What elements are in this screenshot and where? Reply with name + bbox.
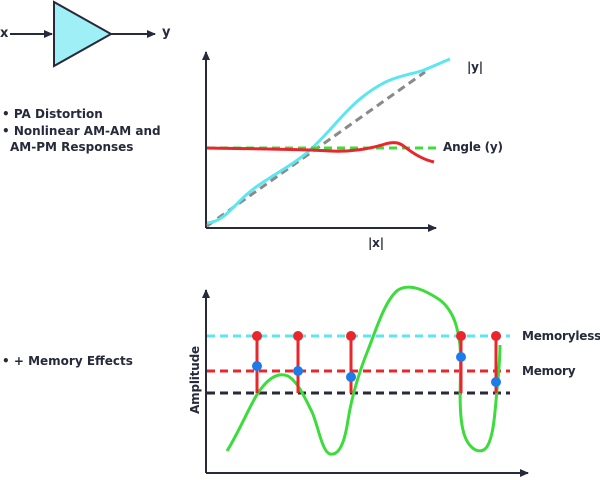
phase-curve	[206, 141, 435, 164]
memoryless-sample-dot	[293, 331, 303, 341]
bullet-item: • PA Distortion	[2, 107, 103, 121]
memory-sample-dot	[293, 366, 303, 376]
amplitude-axis-label: Amplitude	[188, 346, 202, 414]
amplifier-triangle-icon	[53, 0, 114, 68]
memory-sample-dot	[346, 372, 356, 382]
signal-curve	[225, 285, 502, 456]
memory-sample-dot	[252, 361, 262, 371]
memoryless-sample-dot	[491, 331, 501, 341]
x-axis-label: |x|	[368, 236, 384, 250]
memory-label: Memory	[522, 364, 576, 378]
memory-sample-dot	[491, 377, 501, 387]
magnitude-label: |y|	[467, 60, 483, 74]
magnitude-curve	[206, 57, 451, 225]
bullet-continuation: AM-PM Responses	[10, 140, 134, 154]
angle-label: Angle (y)	[443, 140, 503, 154]
bullet-item-memory: • + Memory Effects	[2, 354, 133, 368]
memoryless-sample-dot	[456, 331, 466, 341]
amplifier-input-label: x	[0, 26, 9, 41]
memoryless-label: Memoryless	[522, 329, 600, 343]
bullet-text: PA Distortion	[13, 107, 103, 121]
bottom-plot	[202, 285, 529, 477]
bullet-item: • Nonlinear AM-AM and	[2, 124, 161, 138]
top-plot	[202, 51, 451, 232]
bullet-text: Nonlinear AM-AM and	[13, 124, 161, 138]
amplifier-block	[10, 0, 156, 68]
memoryless-sample-dot	[252, 331, 262, 341]
amplifier-output-label: y	[162, 25, 171, 40]
memory-sample-dot	[456, 352, 466, 362]
bullet-text: + Memory Effects	[13, 354, 133, 368]
memoryless-sample-dot	[346, 331, 356, 341]
